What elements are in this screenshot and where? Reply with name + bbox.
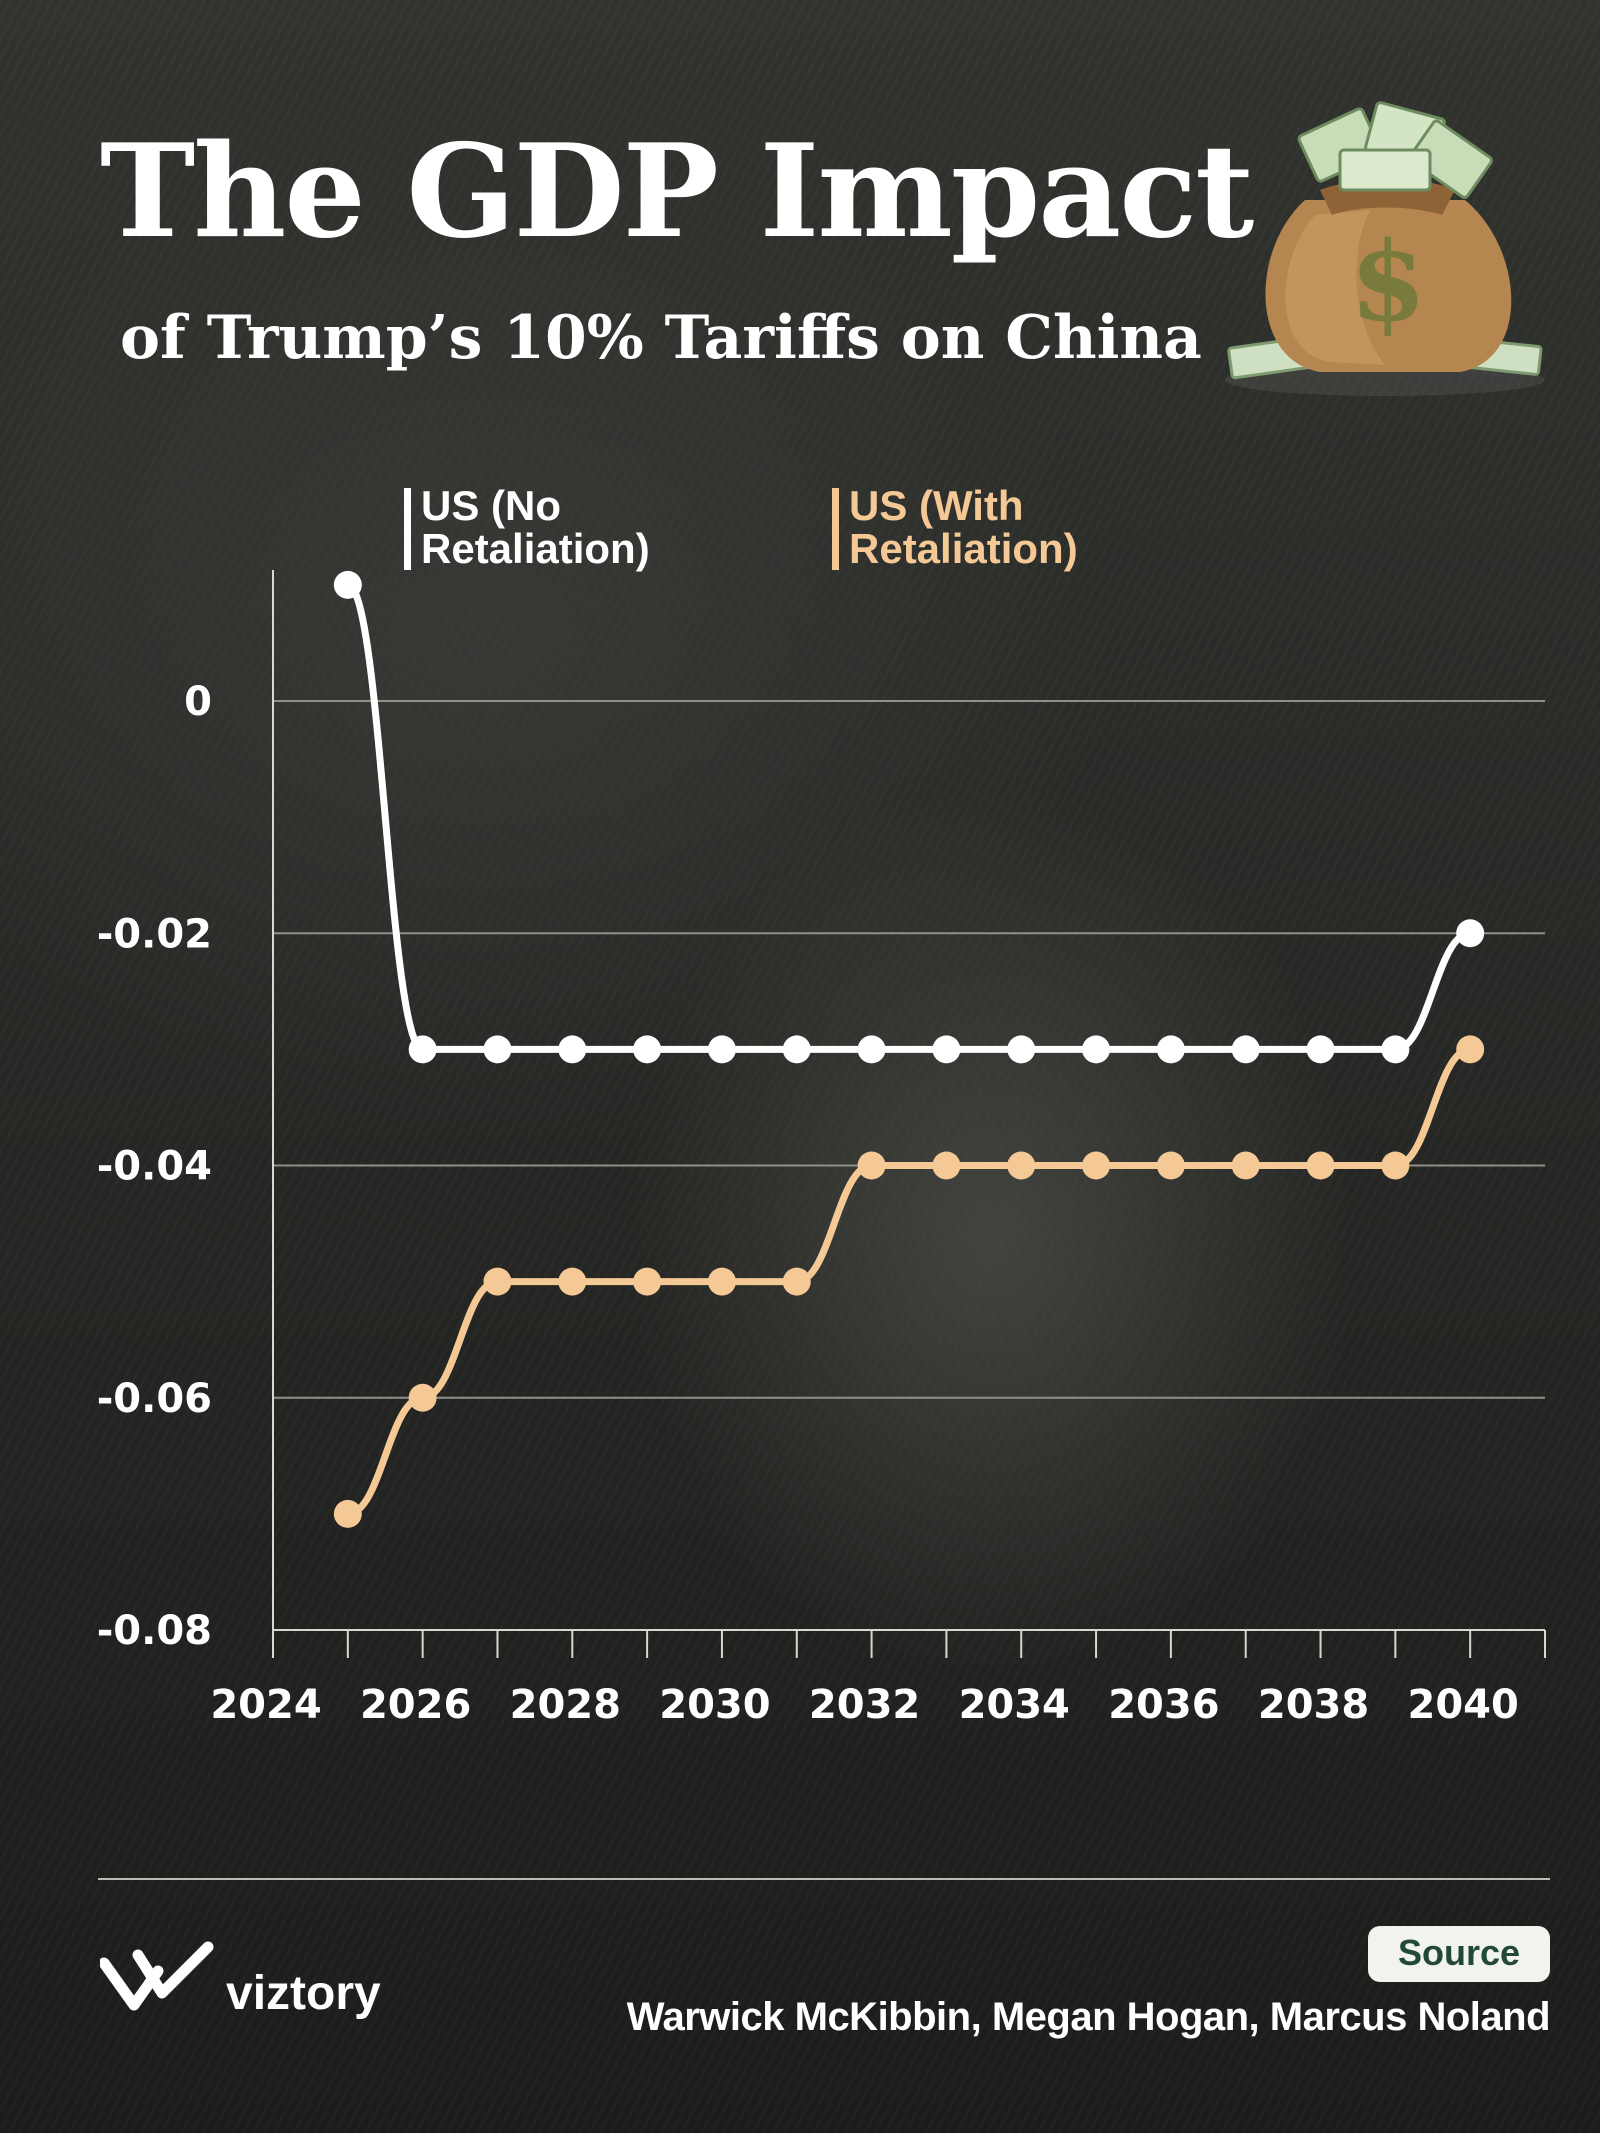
data-point-with-retaliation — [782, 1267, 811, 1296]
legend-swatch-with-retaliation — [832, 488, 839, 570]
data-point-with-retaliation — [1082, 1151, 1111, 1180]
data-point-with-retaliation — [633, 1267, 662, 1296]
y-tick-label: -0.04 — [97, 1144, 212, 1190]
data-point-with-retaliation — [1007, 1151, 1036, 1180]
data-point-no-retaliation — [633, 1035, 662, 1064]
data-point-no-retaliation — [1306, 1035, 1335, 1064]
source-authors: Warwick McKibbin, Megan Hogan, Marcus No… — [626, 1995, 1551, 2039]
data-point-with-retaliation — [1306, 1151, 1335, 1180]
x-tick-label: 2030 — [659, 1682, 770, 1728]
viztory-logo-icon — [100, 1941, 214, 2010]
data-point-with-retaliation — [1231, 1151, 1260, 1180]
data-point-no-retaliation — [782, 1035, 811, 1064]
data-point-no-retaliation — [1082, 1035, 1111, 1064]
data-point-no-retaliation — [408, 1035, 437, 1064]
y-tick-label: -0.06 — [97, 1376, 212, 1422]
money-bag-icon: $ — [1225, 101, 1545, 396]
data-point-no-retaliation — [1231, 1035, 1260, 1064]
data-point-no-retaliation — [483, 1035, 512, 1064]
gdp-impact-line-chart: 0 -0.02 -0.04 -0.06 -0.08 2024 2026 2028 2030 203… — [97, 570, 1546, 1728]
x-tick-label: 2034 — [959, 1682, 1070, 1728]
x-tick-label: 2036 — [1108, 1682, 1219, 1728]
page-title: The GDP Impact — [100, 117, 1254, 267]
x-tick-label: 2024 — [210, 1682, 321, 1728]
data-point-with-retaliation — [932, 1151, 961, 1180]
data-point-with-retaliation — [707, 1267, 736, 1296]
data-point-no-retaliation — [1381, 1035, 1410, 1064]
data-point-with-retaliation — [1456, 1035, 1485, 1064]
data-point-with-retaliation — [857, 1151, 886, 1180]
y-tick-label: -0.02 — [97, 911, 212, 957]
x-tick-label: 2026 — [360, 1682, 471, 1728]
data-point-no-retaliation — [1456, 919, 1485, 948]
data-point-with-retaliation — [558, 1267, 587, 1296]
data-point-with-retaliation — [408, 1383, 437, 1412]
legend-swatch-no-retaliation — [404, 488, 411, 570]
legend-label-no-retaliation: US (No Retaliation) — [421, 482, 650, 572]
legend-label-with-retaliation: US (With Retaliation) — [849, 482, 1078, 572]
viztory-logo: viztory — [100, 1940, 381, 2021]
legend-item-with-retaliation: US (With Retaliation) — [832, 484, 1149, 570]
page-subtitle: of Trump’s 10% Tariffs on China — [120, 303, 1202, 373]
y-tick-label: -0.08 — [97, 1608, 212, 1654]
data-point-with-retaliation — [1156, 1151, 1185, 1180]
x-tick-label: 2032 — [809, 1682, 920, 1728]
data-point-no-retaliation — [857, 1035, 886, 1064]
series-line-no-retaliation — [344, 581, 1474, 1053]
svg-text:$: $ — [1350, 217, 1427, 346]
data-point-no-retaliation — [1156, 1035, 1185, 1064]
data-point-no-retaliation — [1007, 1035, 1036, 1064]
brand-name: viztory — [226, 1967, 381, 2020]
data-point-no-retaliation — [558, 1035, 587, 1064]
data-point-with-retaliation — [1381, 1151, 1410, 1180]
legend-item-no-retaliation: US (No Retaliation) — [404, 484, 721, 570]
x-tick-label: 2040 — [1408, 1682, 1519, 1728]
source-badge: Source — [1367, 1926, 1550, 1982]
y-tick-label: 0 — [184, 679, 212, 725]
data-point-no-retaliation — [333, 570, 362, 599]
series-line-with-retaliation — [344, 1045, 1474, 1518]
data-point-with-retaliation — [333, 1499, 362, 1528]
data-point-with-retaliation — [483, 1267, 512, 1296]
footer-divider — [98, 1878, 1550, 1880]
x-tick-label: 2038 — [1258, 1682, 1369, 1728]
data-point-no-retaliation — [707, 1035, 736, 1064]
data-point-no-retaliation — [932, 1035, 961, 1064]
x-tick-label: 2028 — [510, 1682, 621, 1728]
